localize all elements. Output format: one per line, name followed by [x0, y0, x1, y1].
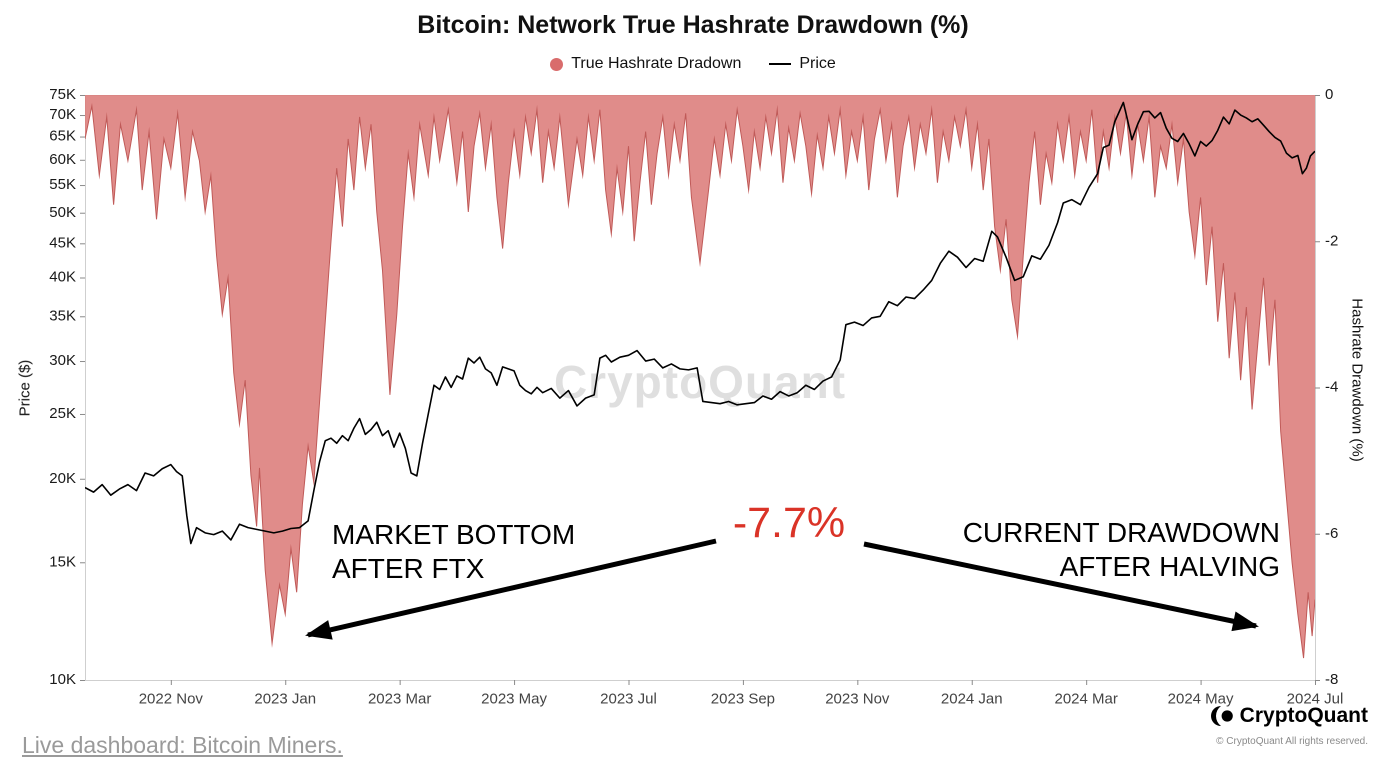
- cryptoquant-brand: CryptoQuant: [1210, 704, 1368, 728]
- right-axis-title: Hashrate Drawdown (%): [1348, 298, 1366, 462]
- legend-item-price: Price: [769, 55, 836, 73]
- hashrate-legend-marker-icon: [550, 57, 564, 71]
- legend-label-hashrate: True Hashrate Dradown: [571, 55, 742, 72]
- left-axis-title: Price ($): [16, 359, 34, 417]
- chart-title: Bitcoin: Network True Hashrate Drawdown …: [417, 11, 969, 39]
- annotation-drawdown-value: -7.7%: [732, 499, 846, 547]
- legend-item-hashrate: True Hashrate Dradown: [550, 55, 741, 73]
- annotation-market-bottom-line2: AFTER FTX: [332, 552, 485, 584]
- chart-legend: True Hashrate Dradown Price: [0, 55, 1386, 73]
- annotation-market-bottom-line1: MARKET BOTTOM: [332, 519, 576, 550]
- cryptoquant-brand-name: CryptoQuant: [1239, 704, 1368, 727]
- copyright-text: © CryptoQuant All rights reserved.: [1216, 736, 1368, 747]
- annotation-current-drawdown-line2: AFTER HALVING: [1059, 550, 1280, 582]
- annotation-current-drawdown: CURRENT DRAWDOWN AFTER HALVING: [963, 516, 1280, 583]
- annotation-market-bottom: MARKET BOTTOM AFTER FTX: [332, 518, 575, 585]
- live-dashboard-link[interactable]: Live dashboard: Bitcoin Miners.: [22, 732, 343, 758]
- annotation-current-drawdown-line1: CURRENT DRAWDOWN: [962, 517, 1280, 548]
- legend-label-price: Price: [799, 55, 836, 72]
- cryptoquant-logo-icon: [1210, 706, 1233, 726]
- price-legend-marker-icon: [769, 63, 792, 65]
